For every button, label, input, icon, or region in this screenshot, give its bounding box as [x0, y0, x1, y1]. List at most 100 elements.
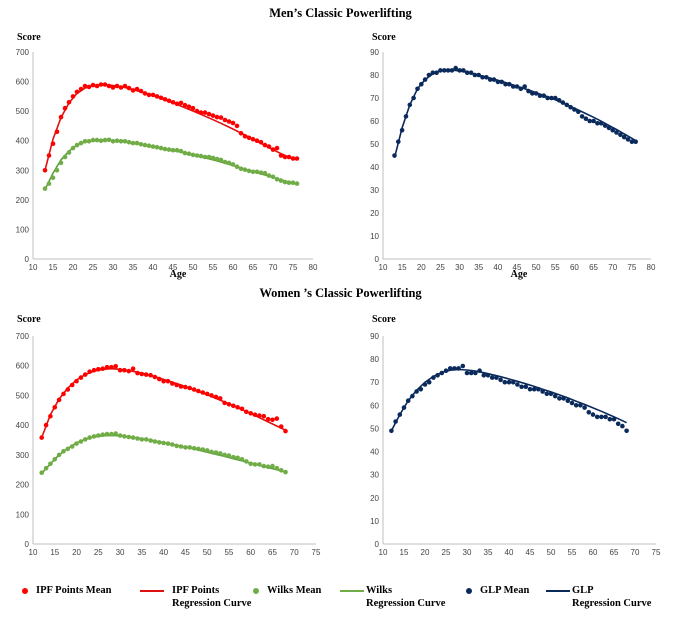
men-ipf-wilks-data-point	[214, 156, 220, 162]
women-ipf-wilks-data-point	[178, 444, 184, 449]
men-glp-data-point	[518, 86, 524, 92]
women-ipf-wilks-data-point	[191, 387, 197, 392]
men-ipf-wilks-x-tick-label: 10	[29, 263, 38, 272]
men-glp-x-tick-label: 25	[436, 263, 445, 272]
men-ipf-wilks-y-tick-label: 500	[16, 107, 30, 116]
women-ipf-wilks-data-point	[278, 424, 284, 429]
men-ipf-wilks-data-point	[158, 145, 164, 151]
men-ipf-wilks-data-point	[138, 142, 144, 147]
men-ipf-wilks-data-point	[198, 153, 204, 159]
men-ipf-wilks-data-point	[66, 100, 72, 105]
men-ipf-wilks-data-point	[290, 156, 296, 161]
men-glp-y-tick-label: 10	[370, 232, 379, 241]
men-glp-data-point	[457, 68, 462, 73]
men-glp-data-point	[507, 81, 512, 87]
women-glp-data-point	[502, 379, 508, 385]
men-glp-x-tick-label: 80	[647, 263, 656, 272]
men-ipf-wilks-data-point	[146, 143, 152, 148]
women-ipf-wilks-data-point	[109, 364, 114, 370]
men-glp-data-point	[403, 114, 409, 119]
women-glp-data-point	[473, 370, 478, 376]
men-ipf-wilks-data-point	[218, 157, 224, 163]
women-ipf-wilks-data-point	[161, 440, 166, 446]
men-ipf-wilks-data-point	[178, 148, 184, 154]
women-glp-data-point	[418, 386, 424, 392]
women-ipf-wilks-data-point	[257, 462, 262, 467]
men-glp-y-tick-label: 20	[370, 209, 379, 218]
women-glp-y-tick-label: 10	[370, 517, 379, 526]
women-glp-data-point	[548, 391, 554, 397]
women-ipf-wilks-data-point	[143, 372, 149, 377]
men-glp-data-point	[610, 127, 615, 133]
women-ipf-wilks-data-point	[113, 364, 118, 369]
men-ipf-wilks-data-point	[170, 100, 176, 105]
women-ipf-wilks-data-point	[43, 465, 49, 471]
men-glp-x-tick-label: 15	[398, 263, 407, 272]
men-ipf-wilks-data-point	[186, 151, 192, 156]
men-ipf-wilks-data-point	[86, 139, 92, 144]
women-glp-data-point	[498, 377, 503, 383]
men-ipf-wilks-data-point	[70, 94, 76, 99]
men-section-title: Men’s Classic Powerlifting	[269, 6, 412, 20]
women-ipf-wilks-y-tick-label: 0	[25, 540, 30, 549]
men-ipf-wilks-data-point	[182, 102, 188, 108]
men-ipf-wilks-data-point	[278, 178, 284, 183]
women-glp-data-point	[460, 363, 466, 369]
men-glp-data-point	[396, 139, 401, 144]
women-glp-data-point	[578, 403, 583, 408]
men-glp-data-point	[602, 123, 608, 128]
women-ipf-wilks-data-point	[39, 435, 44, 440]
men-ipf-wilks-data-point	[90, 137, 96, 143]
women-glp-data-point	[410, 393, 415, 399]
men-glp-data-point	[595, 121, 600, 126]
men-ipf-wilks-data-point	[282, 179, 288, 185]
women-ipf-wilks-data-point	[248, 461, 253, 467]
men-glp-y-tick-label: 50	[370, 140, 379, 149]
men-ipf-wilks-data-point	[186, 104, 192, 109]
men-ipf-wilks-regression-curve	[44, 139, 298, 190]
men-ipf-wilks-data-point	[250, 169, 256, 175]
men-glp-data-point	[522, 84, 527, 89]
women-glp-data-point	[510, 379, 516, 385]
men-ipf-wilks-x-tick-label: 25	[89, 263, 98, 272]
women-glp-data-point	[464, 370, 470, 376]
women-ipf-wilks-data-point	[252, 412, 258, 418]
men-glp-y-tick-label: 60	[370, 117, 379, 126]
women-ipf-wilks-data-point	[135, 370, 140, 376]
men-ipf-wilks-data-point	[150, 144, 156, 149]
women-ipf-wilks-data-point	[265, 464, 271, 470]
men-ipf-wilks-y-tick-label: 600	[16, 78, 30, 87]
men-ipf-wilks-data-point	[162, 97, 168, 102]
women-ipf-wilks-data-point	[152, 439, 158, 444]
women-ipf-wilks-y-axis-label: Score	[17, 314, 41, 325]
men-ipf-wilks-data-point	[174, 101, 180, 107]
men-glp-data-point	[445, 68, 451, 73]
women-ipf-wilks-data-point	[204, 391, 210, 397]
women-ipf-wilks-data-point	[196, 446, 201, 452]
legend-ipf-curve-label-2: Regression Curve	[172, 598, 252, 609]
men-ipf-wilks-data-point	[182, 150, 188, 156]
women-ipf-wilks-data-point	[274, 465, 280, 471]
men-ipf-wilks-data-point	[110, 139, 116, 144]
women-ipf-wilks-data-point	[261, 463, 267, 469]
legend-wilks-mean-label: Wilks Mean	[267, 585, 322, 596]
men-ipf-wilks-x-tick-label: 20	[69, 263, 78, 272]
men-glp-data-point	[430, 70, 436, 75]
men-ipf-wilks-data-point	[150, 92, 156, 98]
men-glp-data-point	[464, 70, 470, 75]
women-glp-data-point	[515, 382, 520, 387]
men-ipf-wilks-data-point	[234, 123, 240, 129]
men-ipf-wilks-data-point	[142, 91, 148, 96]
women-ipf-wilks-data-point	[174, 382, 179, 388]
men-glp-data-point	[598, 121, 604, 126]
men-glp-y-tick-label: 40	[370, 163, 379, 172]
men-ipf-wilks-y-axis-label: Score	[17, 32, 41, 43]
men-ipf-wilks-data-point	[246, 168, 252, 174]
men-ipf-wilks-x-tick-label: 50	[189, 263, 198, 272]
men-ipf-wilks-x-tick-label: 45	[169, 263, 178, 272]
women-ipf-wilks-y-tick-label: 600	[16, 362, 30, 371]
men-glp-data-point	[514, 84, 520, 89]
men-ipf-wilks-data-point	[134, 140, 140, 146]
men-ipf-wilks-data-point	[270, 174, 276, 180]
women-glp-data-point	[481, 373, 487, 378]
